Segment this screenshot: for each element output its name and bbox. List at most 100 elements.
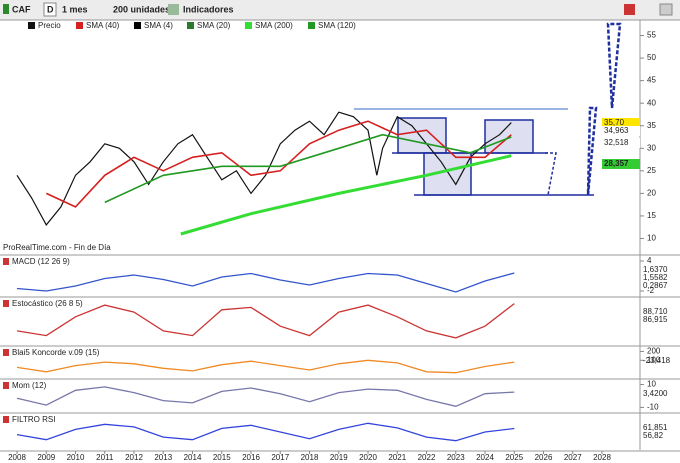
x-tick-label: 2027 — [564, 453, 582, 462]
price-label-bg — [602, 118, 640, 128]
y-tick-label: 45 — [647, 76, 656, 85]
box — [397, 117, 447, 154]
indicator-line — [16, 386, 515, 407]
x-tick-label: 2026 — [535, 453, 553, 462]
y-tick-label: 50 — [647, 53, 656, 62]
legend-swatch — [134, 22, 141, 29]
indicator-icon — [3, 300, 9, 307]
indicator-line — [16, 359, 515, 374]
x-tick-label: 2017 — [271, 453, 289, 462]
dashed-projection — [606, 22, 622, 109]
y-tick-label: 200 — [647, 347, 661, 356]
symbol[interactable]: CAF — [12, 4, 31, 14]
legend-label[interactable]: SMA (20) — [197, 21, 231, 30]
price-label-bg — [602, 159, 640, 169]
y-tick-label: 55 — [647, 31, 656, 40]
y-tick-label: 30 — [647, 143, 656, 152]
x-tick-label: 2015 — [213, 453, 231, 462]
tool-icon[interactable] — [624, 4, 635, 15]
symbol-icon — [3, 4, 9, 14]
x-tick-label: 2018 — [301, 453, 319, 462]
x-tick-label: 2011 — [96, 453, 114, 462]
indicator-title[interactable]: Estocástico (26 8 5) — [12, 299, 83, 308]
x-tick-label: 2013 — [154, 453, 172, 462]
indicator-line — [16, 303, 515, 339]
price-label: 34,963 — [604, 126, 629, 135]
x-tick-label: 2022 — [418, 453, 436, 462]
x-tick-label: 2019 — [330, 453, 348, 462]
timeframe[interactable]: 1 mes — [62, 4, 88, 14]
price-label-bg — [602, 126, 640, 136]
price-line — [180, 154, 512, 236]
indicators-button[interactable]: Indicadores — [183, 4, 234, 14]
price-label-bg — [602, 138, 640, 148]
y-tick-label: -10 — [647, 403, 659, 412]
x-tick-label: 2010 — [67, 453, 85, 462]
period-box[interactable] — [43, 2, 57, 17]
x-tick-label: 2021 — [388, 453, 406, 462]
x-tick-label: 2020 — [359, 453, 377, 462]
x-tick-label: 2023 — [447, 453, 465, 462]
y-tick-label: 25 — [647, 166, 656, 175]
y-tick-label: 15 — [647, 211, 656, 220]
indicator-value: 86,915 — [643, 315, 668, 324]
x-tick-label: 2028 — [593, 453, 611, 462]
indicator-icon — [3, 382, 9, 389]
indicator-value: 56,82 — [643, 431, 664, 440]
legend-label[interactable]: SMA (40) — [86, 21, 120, 30]
indicator-icon — [3, 349, 9, 356]
y-tick-label: 10 — [647, 380, 656, 389]
dashed-projection — [545, 152, 557, 196]
legend-label[interactable]: SMA (200) — [255, 21, 293, 30]
x-tick-label: 2024 — [476, 453, 494, 462]
x-tick-label: 2008 — [8, 453, 26, 462]
price-line — [104, 133, 512, 204]
indicator-value: 1,5582 — [643, 273, 668, 282]
units[interactable]: 200 unidades — [113, 4, 170, 14]
y-tick-label: 20 — [647, 188, 656, 197]
indicator-title[interactable]: MACD (12 26 9) — [12, 257, 70, 266]
x-tick-label: 2014 — [184, 453, 202, 462]
indicator-title[interactable]: FILTRO RSI — [12, 415, 55, 424]
y-tick-label: 4 — [647, 256, 652, 265]
period-button[interactable]: D — [47, 4, 54, 14]
indicator-value: 88,710 — [643, 307, 668, 316]
y-tick-label: -2 — [647, 286, 655, 295]
legend-swatch — [28, 22, 35, 29]
y-tick-label: 100 — [647, 355, 661, 364]
x-tick-label: 2016 — [242, 453, 260, 462]
legend-swatch — [308, 22, 315, 29]
toolbar — [0, 0, 680, 20]
indicators-icon — [168, 4, 179, 15]
indicator-line — [16, 272, 515, 293]
dashed-projection — [586, 106, 598, 196]
legend-swatch — [187, 22, 194, 29]
watermark: ProRealTime.com - Fin de Día — [3, 243, 111, 252]
price-label: 28,357 — [604, 159, 629, 168]
indicator-value: 61,851 — [643, 423, 668, 432]
price-label: 35,70 — [604, 118, 625, 127]
indicator-value: 3,4200 — [643, 389, 668, 398]
x-tick-label: 2009 — [37, 453, 55, 462]
indicator-title[interactable]: Blai5 Koncorde v.09 (15) — [12, 348, 100, 357]
annotations — [354, 22, 622, 196]
x-tick-label: 2012 — [125, 453, 143, 462]
indicator-title[interactable]: Mom (12) — [12, 381, 47, 390]
indicator-icon — [3, 416, 9, 423]
legend-swatch — [76, 22, 83, 29]
indicator-value: -23,418 — [643, 356, 671, 365]
menu-icon[interactable] — [659, 3, 673, 16]
legend-label[interactable]: SMA (120) — [318, 21, 356, 30]
x-tick-label: 2025 — [505, 453, 523, 462]
y-tick-label: 40 — [647, 98, 656, 107]
indicator-value: 0,2867 — [643, 281, 668, 290]
legend-label[interactable]: Precio — [38, 21, 61, 30]
legend-label[interactable]: SMA (4) — [144, 21, 173, 30]
y-tick-label: 35 — [647, 121, 656, 130]
indicator-value: 1,6370 — [643, 265, 668, 274]
indicator-icon — [3, 258, 9, 265]
indicator-line — [16, 422, 515, 442]
price-label: 32,518 — [604, 138, 629, 147]
